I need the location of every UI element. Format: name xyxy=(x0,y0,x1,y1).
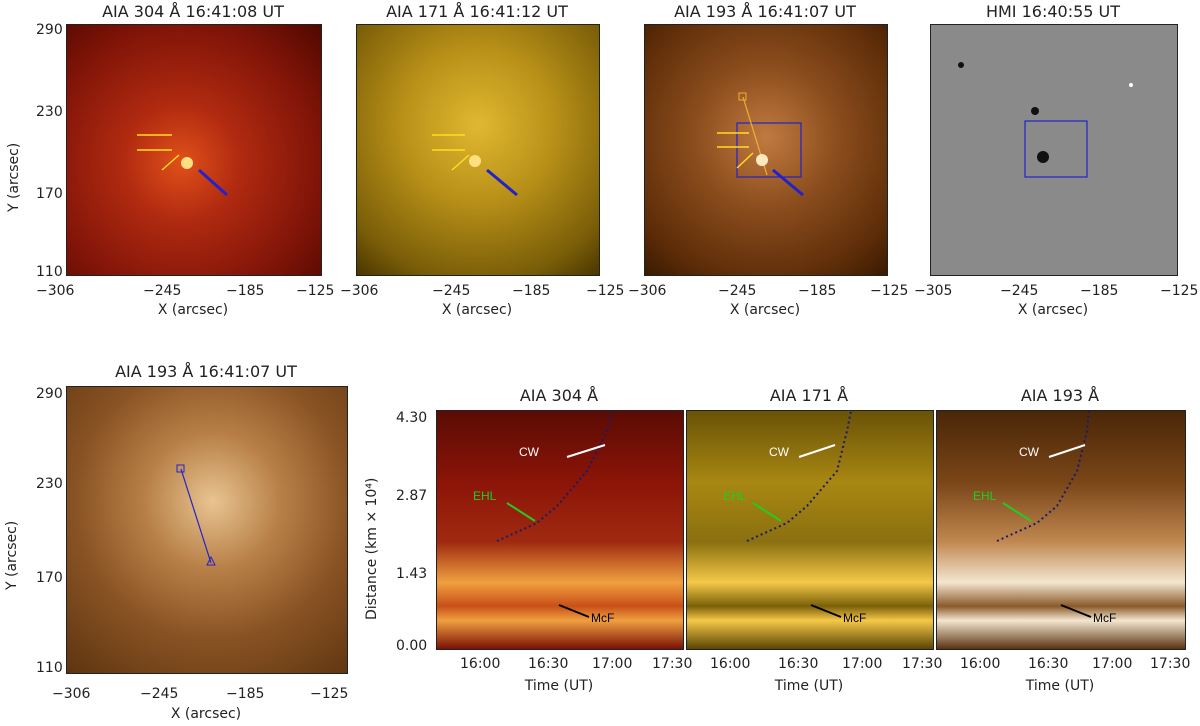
panel-title-aia304: AIA 304 Å 16:41:08 UT xyxy=(102,2,284,21)
x-tick: 17:30 xyxy=(1150,656,1191,672)
y-tick: 230 xyxy=(36,104,63,120)
y-tick: 170 xyxy=(36,570,63,586)
image-fill xyxy=(687,411,933,649)
x-tick: 16:00 xyxy=(710,656,751,672)
y-tick: 110 xyxy=(36,264,63,280)
panel-title-aia193-zoom: AIA 193 Å 16:41:07 UT xyxy=(115,362,297,381)
cw-label: CW xyxy=(769,445,789,459)
y-tick: 170 xyxy=(36,186,63,202)
image-fill xyxy=(357,25,599,275)
y-axis-label: Y (arcsec) xyxy=(4,520,20,590)
timeslice-title-171: AIA 171 Å xyxy=(769,386,849,405)
y-tick: 290 xyxy=(36,386,63,402)
x-tick: −245 xyxy=(143,283,182,299)
x-tick: 17:00 xyxy=(592,656,633,672)
image-fill xyxy=(67,387,347,673)
cw-label: CW xyxy=(1019,445,1039,459)
x-tick: −306 xyxy=(52,686,91,702)
x-tick: −306 xyxy=(36,283,75,299)
ehl-label: EHL xyxy=(723,489,747,503)
x-tick: −125 xyxy=(870,283,909,299)
panel-title-aia193: AIA 193 Å 16:41:07 UT xyxy=(674,2,856,21)
image-fill xyxy=(437,411,683,649)
image-fill xyxy=(67,25,321,275)
x-tick: −245 xyxy=(718,283,757,299)
overlay-aia304 xyxy=(137,134,228,197)
x-axis-label: X (arcsec) xyxy=(1017,302,1089,318)
x-tick: −306 xyxy=(628,283,667,299)
timeslice-title-193: AIA 193 Å xyxy=(1020,386,1100,405)
y-tick: 4.30 xyxy=(396,410,428,426)
x-axis-label: X (arcsec) xyxy=(170,706,242,722)
x-axis-label: Time (UT) xyxy=(774,678,844,694)
x-tick: 16:00 xyxy=(460,656,501,672)
overlay-aia193-zoom xyxy=(176,464,216,566)
y-tick: 290 xyxy=(36,22,63,38)
x-tick: −185 xyxy=(226,686,265,702)
overlay-aia171 xyxy=(432,134,518,197)
x-axis-label: X (arcsec) xyxy=(729,302,801,318)
image-aia193 xyxy=(644,24,888,276)
timeslice-193: CW EHL McF xyxy=(936,410,1186,650)
x-tick: −245 xyxy=(140,686,179,702)
x-tick: 16:30 xyxy=(778,656,819,672)
x-tick: 16:30 xyxy=(528,656,569,672)
image-fill xyxy=(645,25,887,275)
y-tick: 2.87 xyxy=(396,488,428,504)
ehl-label: EHL xyxy=(973,489,997,503)
overlay-hmi xyxy=(958,62,1133,178)
timeslice-title-304: AIA 304 Å xyxy=(519,386,599,405)
x-tick: 17:00 xyxy=(1092,656,1133,672)
mcf-label: McF xyxy=(843,611,867,625)
x-tick: −125 xyxy=(296,283,335,299)
x-tick: −245 xyxy=(432,283,471,299)
image-hmi xyxy=(930,24,1178,276)
mcf-label: McF xyxy=(591,611,615,625)
x-tick: −185 xyxy=(798,283,837,299)
x-tick: −185 xyxy=(512,283,551,299)
ehl-label: EHL xyxy=(473,489,497,503)
cw-label: CW xyxy=(519,445,539,459)
x-tick: 17:00 xyxy=(842,656,883,672)
overlay-ts-304 xyxy=(496,411,614,618)
overlay-ts-193 xyxy=(996,411,1092,618)
x-tick: −305 xyxy=(914,283,953,299)
y-tick: 230 xyxy=(36,476,63,492)
x-tick: 16:30 xyxy=(1028,656,1069,672)
x-axis-label: X (arcsec) xyxy=(157,302,229,318)
image-aia171 xyxy=(356,24,600,276)
image-fill xyxy=(931,25,1177,275)
y-axis-label: Y (arcsec) xyxy=(6,142,22,212)
overlay-ts-171 xyxy=(746,411,852,618)
image-aia304 xyxy=(66,24,322,276)
timeslice-171: CW EHL McF xyxy=(686,410,934,650)
x-tick: −125 xyxy=(310,686,349,702)
panel-title-aia171: AIA 171 Å 16:41:12 UT xyxy=(386,2,568,21)
x-tick: −185 xyxy=(226,283,265,299)
x-tick: 17:30 xyxy=(652,656,693,672)
panel-title-hmi: HMI 16:40:55 UT xyxy=(985,2,1121,21)
x-tick: 16:00 xyxy=(960,656,1001,672)
mcf-label: McF xyxy=(1093,611,1117,625)
x-tick: −125 xyxy=(586,283,625,299)
image-aia193-zoom xyxy=(66,386,348,674)
x-tick: −185 xyxy=(1080,283,1119,299)
x-axis-label: X (arcsec) xyxy=(441,302,513,318)
y-tick: 110 xyxy=(36,660,63,676)
x-tick: −245 xyxy=(1000,283,1039,299)
image-fill xyxy=(937,411,1185,649)
x-tick: 17:30 xyxy=(902,656,943,672)
y-axis-label: Distance (km × 10⁴) xyxy=(364,477,380,620)
x-tick: −306 xyxy=(340,283,379,299)
x-axis-label: Time (UT) xyxy=(524,678,594,694)
timeslice-304: CW EHL McF xyxy=(436,410,684,650)
y-tick: 1.43 xyxy=(396,566,428,582)
x-axis-label: Time (UT) xyxy=(1025,678,1095,694)
overlay-aia193 xyxy=(717,92,804,197)
y-tick: 0.00 xyxy=(396,638,428,654)
x-tick: −125 xyxy=(1160,283,1199,299)
